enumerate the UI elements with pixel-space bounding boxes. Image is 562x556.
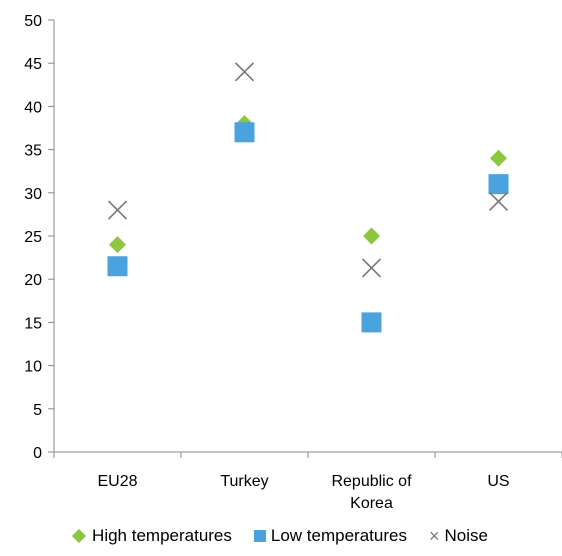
point-low-temperatures bbox=[107, 256, 128, 277]
x-stroke bbox=[234, 62, 255, 82]
y-tick-label: 30 bbox=[24, 186, 42, 203]
point-high-temperatures bbox=[490, 149, 507, 167]
point-noise bbox=[107, 200, 128, 220]
point-noise bbox=[234, 62, 255, 82]
point-high-temperatures bbox=[109, 236, 126, 254]
point-noise bbox=[488, 191, 509, 212]
legend-item-low: Low temperatures bbox=[253, 526, 407, 546]
legend-item-high: High temperatures bbox=[71, 526, 232, 546]
y-tick-label: 50 bbox=[24, 13, 42, 30]
diamond-marker-icon bbox=[71, 528, 87, 544]
legend-label-high: High temperatures bbox=[92, 526, 232, 545]
data-points bbox=[107, 62, 509, 333]
x-marker-icon: × bbox=[428, 526, 440, 546]
point-low-temperatures bbox=[234, 122, 255, 143]
legend: High temperatures Low temperatures × Noi… bbox=[0, 526, 562, 546]
y-tick-label: 45 bbox=[24, 56, 42, 73]
x-tick-label: EU28 bbox=[97, 473, 137, 490]
y-tick-label: 10 bbox=[24, 359, 42, 376]
x-axis-ticks: EU28 Turkey Republic of Korea US bbox=[53, 452, 562, 512]
point-low-temperatures bbox=[361, 312, 382, 333]
legend-label-noise: Noise bbox=[444, 526, 488, 545]
point-noise bbox=[361, 258, 382, 278]
chart-axes bbox=[53, 20, 562, 453]
y-tick-label: 0 bbox=[33, 445, 42, 462]
y-tick-label: 5 bbox=[33, 402, 42, 419]
square-marker-icon bbox=[253, 530, 266, 542]
y-tick-label: 35 bbox=[24, 143, 42, 160]
point-high-temperatures bbox=[363, 227, 380, 245]
x-tick-label: US bbox=[487, 473, 509, 490]
scatter-chart: 0 5 10 15 20 25 30 35 40 45 50 EU28 Turkey Republic … bbox=[24, 13, 562, 512]
legend-label-low: Low temperatures bbox=[270, 526, 407, 545]
y-tick-label: 25 bbox=[24, 229, 42, 246]
y-tick-label: 20 bbox=[24, 272, 42, 289]
y-axis-ticks: 0 5 10 15 20 25 30 35 40 45 50 bbox=[24, 13, 54, 462]
x-tick-label: Turkey bbox=[220, 473, 268, 490]
x-stroke bbox=[107, 200, 128, 220]
x-stroke bbox=[488, 191, 509, 212]
x-stroke bbox=[361, 258, 382, 278]
x-tick-label: Republic of Korea bbox=[331, 473, 412, 512]
legend-item-noise: × Noise bbox=[429, 526, 488, 546]
y-tick-label: 40 bbox=[24, 99, 42, 116]
y-tick-label: 15 bbox=[24, 315, 42, 332]
point-low-temperatures bbox=[488, 174, 509, 195]
